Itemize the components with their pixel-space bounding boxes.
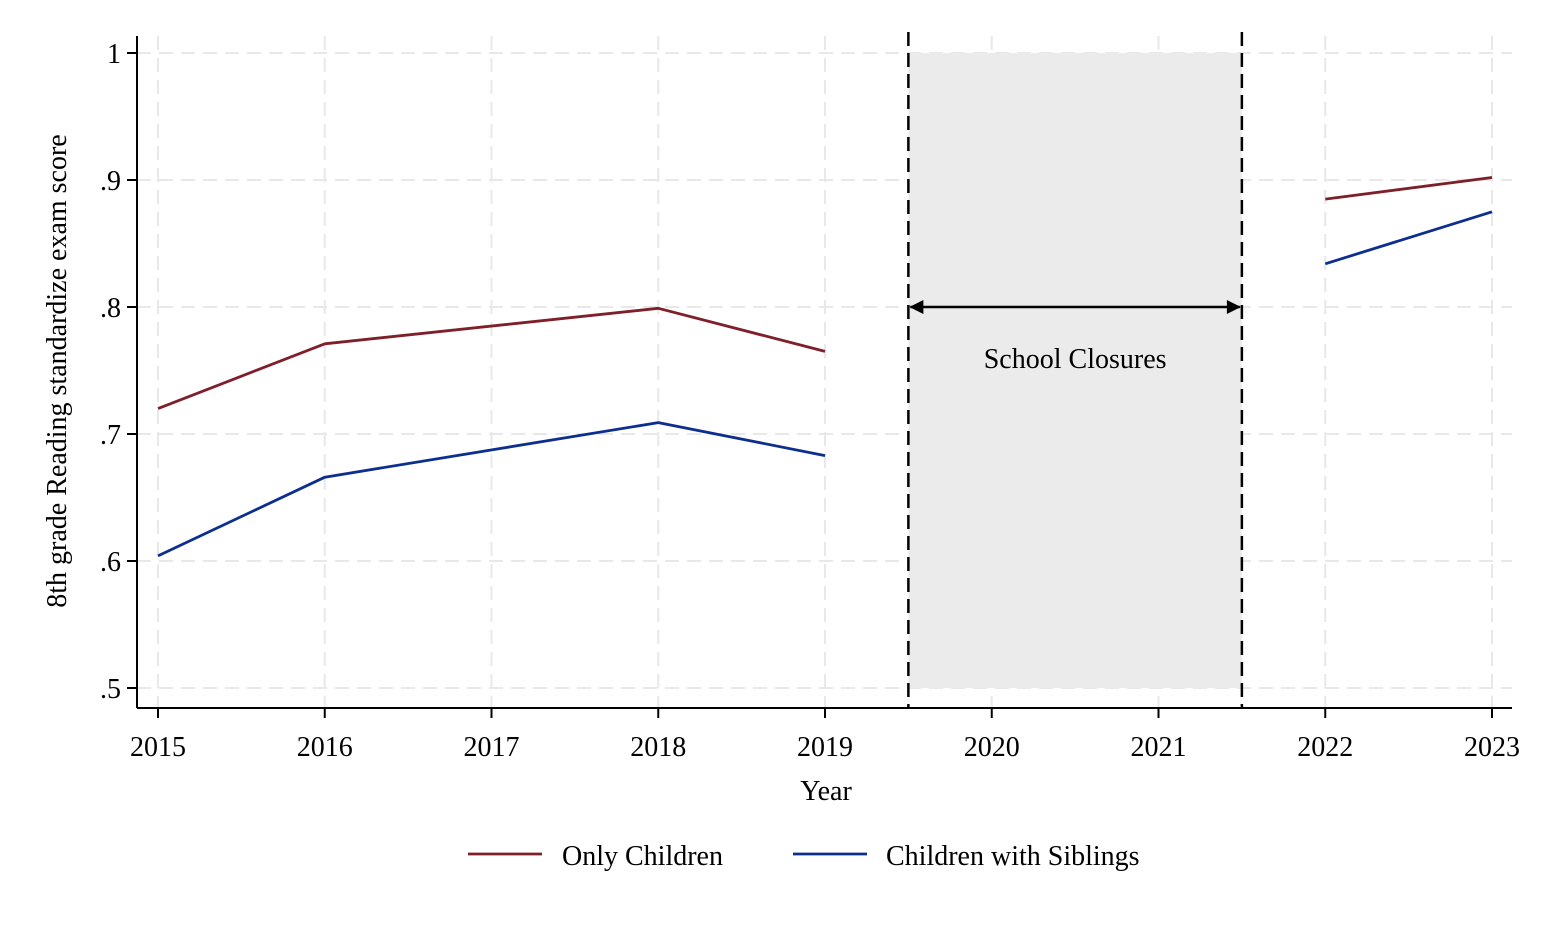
legend-label-2: Children with Siblings [886,841,1140,872]
legend: Only Children Children with Siblings [468,841,1140,872]
x-tick-label: 2020 [964,732,1020,763]
y-tick-label: 1 [107,39,121,70]
legend-label-1: Only Children [562,841,723,872]
x-tick-label: 2016 [297,732,353,763]
y-tick-label: .8 [100,293,121,324]
x-axis-label: Year [800,776,852,807]
closure-arrow-left-head [909,300,924,314]
x-tick-label: 2021 [1131,732,1187,763]
closure-arrow-right-head [1226,300,1241,314]
y-axis-label: 8th grade Reading standardize exam score [42,134,73,607]
closure-label: School Closures [984,344,1167,375]
series-layer [157,176,1493,558]
shaded-region-layer: School Closures [907,32,1244,708]
closure-shading [908,53,1242,688]
x-tick-label: 2023 [1464,732,1520,763]
series-line-2-segment-1 [157,421,826,558]
series-line-1-segment-1 [157,306,826,410]
axes-layer: .5 .6 .7 .8 .9 1 2015 2016 2017 2018 2019 2020 2021 2… [100,36,1520,763]
y-tick-label: .7 [100,420,121,451]
series-line-1-segment-2 [1325,176,1493,201]
y-tick-label: .9 [100,166,121,197]
x-tick-label: 2017 [464,732,520,763]
x-tick-label: 2015 [130,732,186,763]
x-tick-label: 2022 [1297,732,1353,763]
series-line-2-segment-2 [1324,210,1493,266]
x-tick-label: 2018 [630,732,686,763]
y-tick-label: .5 [100,674,121,705]
x-tick-label: 2019 [797,732,853,763]
y-tick-label: .6 [100,547,121,578]
